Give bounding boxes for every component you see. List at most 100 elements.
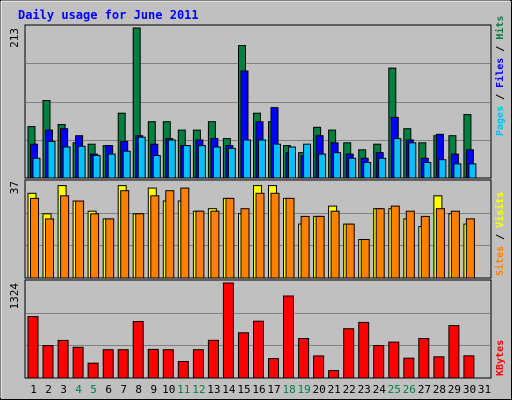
kbytes-bar bbox=[373, 345, 385, 379]
day-label: 1 bbox=[30, 383, 37, 396]
sites-bar bbox=[360, 239, 370, 279]
day-label: 13 bbox=[207, 383, 220, 396]
day-label: 29 bbox=[448, 383, 461, 396]
sites-bar bbox=[180, 187, 190, 279]
kbytes-bar bbox=[42, 345, 54, 379]
pages-bar bbox=[408, 142, 417, 179]
kbytes-bar bbox=[283, 295, 294, 379]
day-label: 20 bbox=[312, 383, 325, 396]
kbytes-bar bbox=[72, 346, 84, 379]
pages-bar bbox=[182, 145, 191, 179]
kbytes-legend: KBytes bbox=[495, 340, 506, 376]
pages-bar bbox=[393, 138, 402, 179]
pages-bar bbox=[122, 150, 131, 179]
pages-bar bbox=[468, 163, 477, 179]
day-label: 22 bbox=[343, 383, 356, 396]
pages-bar bbox=[107, 153, 116, 179]
kbytes-legend-label: KBytes bbox=[495, 340, 506, 376]
sites-bar bbox=[135, 213, 145, 279]
pages-legend-label: Pages bbox=[495, 106, 506, 136]
kbytes-bar bbox=[328, 370, 340, 379]
day-label: 24 bbox=[373, 383, 387, 396]
kbytes-bar bbox=[207, 339, 219, 379]
kbytes-bar bbox=[162, 349, 174, 379]
legend-mid-text: Sites / Visits bbox=[494, 192, 506, 276]
day-label: 26 bbox=[403, 383, 416, 396]
legend-bot-text: KBytes bbox=[495, 340, 506, 376]
sites-bar bbox=[150, 195, 160, 279]
day-label: 12 bbox=[192, 383, 205, 396]
sites-bar bbox=[195, 210, 205, 279]
files-legend-label: Files bbox=[494, 58, 506, 88]
day-label: 28 bbox=[433, 383, 446, 396]
kbytes-bar bbox=[403, 357, 415, 379]
sites-bar bbox=[420, 215, 430, 279]
visits-sites-panel bbox=[24, 179, 492, 279]
sites-bar bbox=[240, 208, 250, 279]
pages-bar bbox=[423, 162, 432, 179]
kbytes-bar bbox=[57, 339, 69, 379]
pages-bar bbox=[62, 146, 71, 179]
sites-bar bbox=[255, 192, 265, 279]
kbytes-bar bbox=[192, 349, 204, 379]
sites-bar bbox=[390, 205, 400, 279]
kbytes-bar bbox=[117, 349, 129, 379]
sites-bar bbox=[300, 215, 310, 279]
kbytes-bar bbox=[418, 338, 430, 379]
hits-legend-label: Hits bbox=[494, 16, 506, 40]
kbytes-bar bbox=[433, 356, 445, 379]
day-label: 6 bbox=[105, 383, 112, 396]
visits-sites-legend: Sites / Visits bbox=[494, 192, 506, 276]
kbytes-bar bbox=[147, 348, 159, 379]
kbytes-bar bbox=[238, 332, 249, 379]
pages-bar bbox=[152, 155, 161, 179]
day-label: 21 bbox=[328, 383, 341, 396]
pages-bar bbox=[92, 155, 101, 179]
sites-bar bbox=[120, 190, 130, 279]
legend-top-text: Pages / Files / Hits bbox=[494, 16, 506, 136]
sites-bar bbox=[405, 210, 415, 279]
day-label: 18 bbox=[282, 383, 295, 396]
kbytes-bar bbox=[222, 282, 234, 379]
day-label: 14 bbox=[222, 383, 236, 396]
sites-bar bbox=[315, 215, 325, 279]
sites-bar bbox=[30, 197, 39, 279]
day-label: 2 bbox=[45, 383, 52, 396]
day-label: 15 bbox=[237, 383, 250, 396]
kbytes-bar bbox=[27, 316, 39, 379]
kbytes-bar bbox=[448, 325, 460, 379]
kbytes-bar bbox=[268, 358, 279, 379]
kbytes-bar bbox=[313, 355, 325, 379]
kbytes-bar bbox=[388, 341, 400, 379]
kbytes-panel bbox=[24, 279, 492, 379]
day-label: 27 bbox=[418, 383, 431, 396]
chart-title: Daily usage for June 2011 bbox=[18, 8, 199, 22]
day-labels: 1 2 3 4 5 6 7 8 9 10 11 12 13 14 15 16 17 18 19 20 21 22 23 24 2… bbox=[30, 383, 491, 396]
sites-bar bbox=[225, 197, 235, 279]
pages-bar bbox=[77, 145, 86, 179]
sites-bar bbox=[465, 218, 475, 279]
top-ymax-label: 213 bbox=[8, 28, 21, 48]
pages-bar bbox=[212, 146, 221, 179]
pages-bar bbox=[258, 139, 266, 179]
day-label: 4 bbox=[75, 383, 82, 396]
day-label: 11 bbox=[177, 383, 190, 396]
kbytes-bar bbox=[253, 320, 264, 379]
pages-bar bbox=[288, 146, 296, 179]
day-label: 30 bbox=[463, 383, 476, 396]
day-label: 3 bbox=[60, 383, 67, 396]
pages-bar bbox=[47, 140, 56, 179]
pages-bar bbox=[333, 152, 342, 179]
day-label: 17 bbox=[267, 383, 280, 396]
sites-bar bbox=[435, 208, 445, 279]
sites-bar bbox=[375, 208, 385, 279]
bot-ymax-label: 1324 bbox=[8, 283, 21, 310]
pages-bar bbox=[348, 157, 357, 179]
pages-bar bbox=[438, 159, 447, 179]
day-label: 10 bbox=[162, 383, 175, 396]
pages-bar bbox=[167, 139, 176, 179]
pages-bar bbox=[197, 145, 206, 179]
day-label: 31 bbox=[478, 383, 491, 396]
pages-bar bbox=[363, 162, 372, 179]
hits-files-pages-legend: Pages / Files / Hits bbox=[494, 16, 506, 136]
